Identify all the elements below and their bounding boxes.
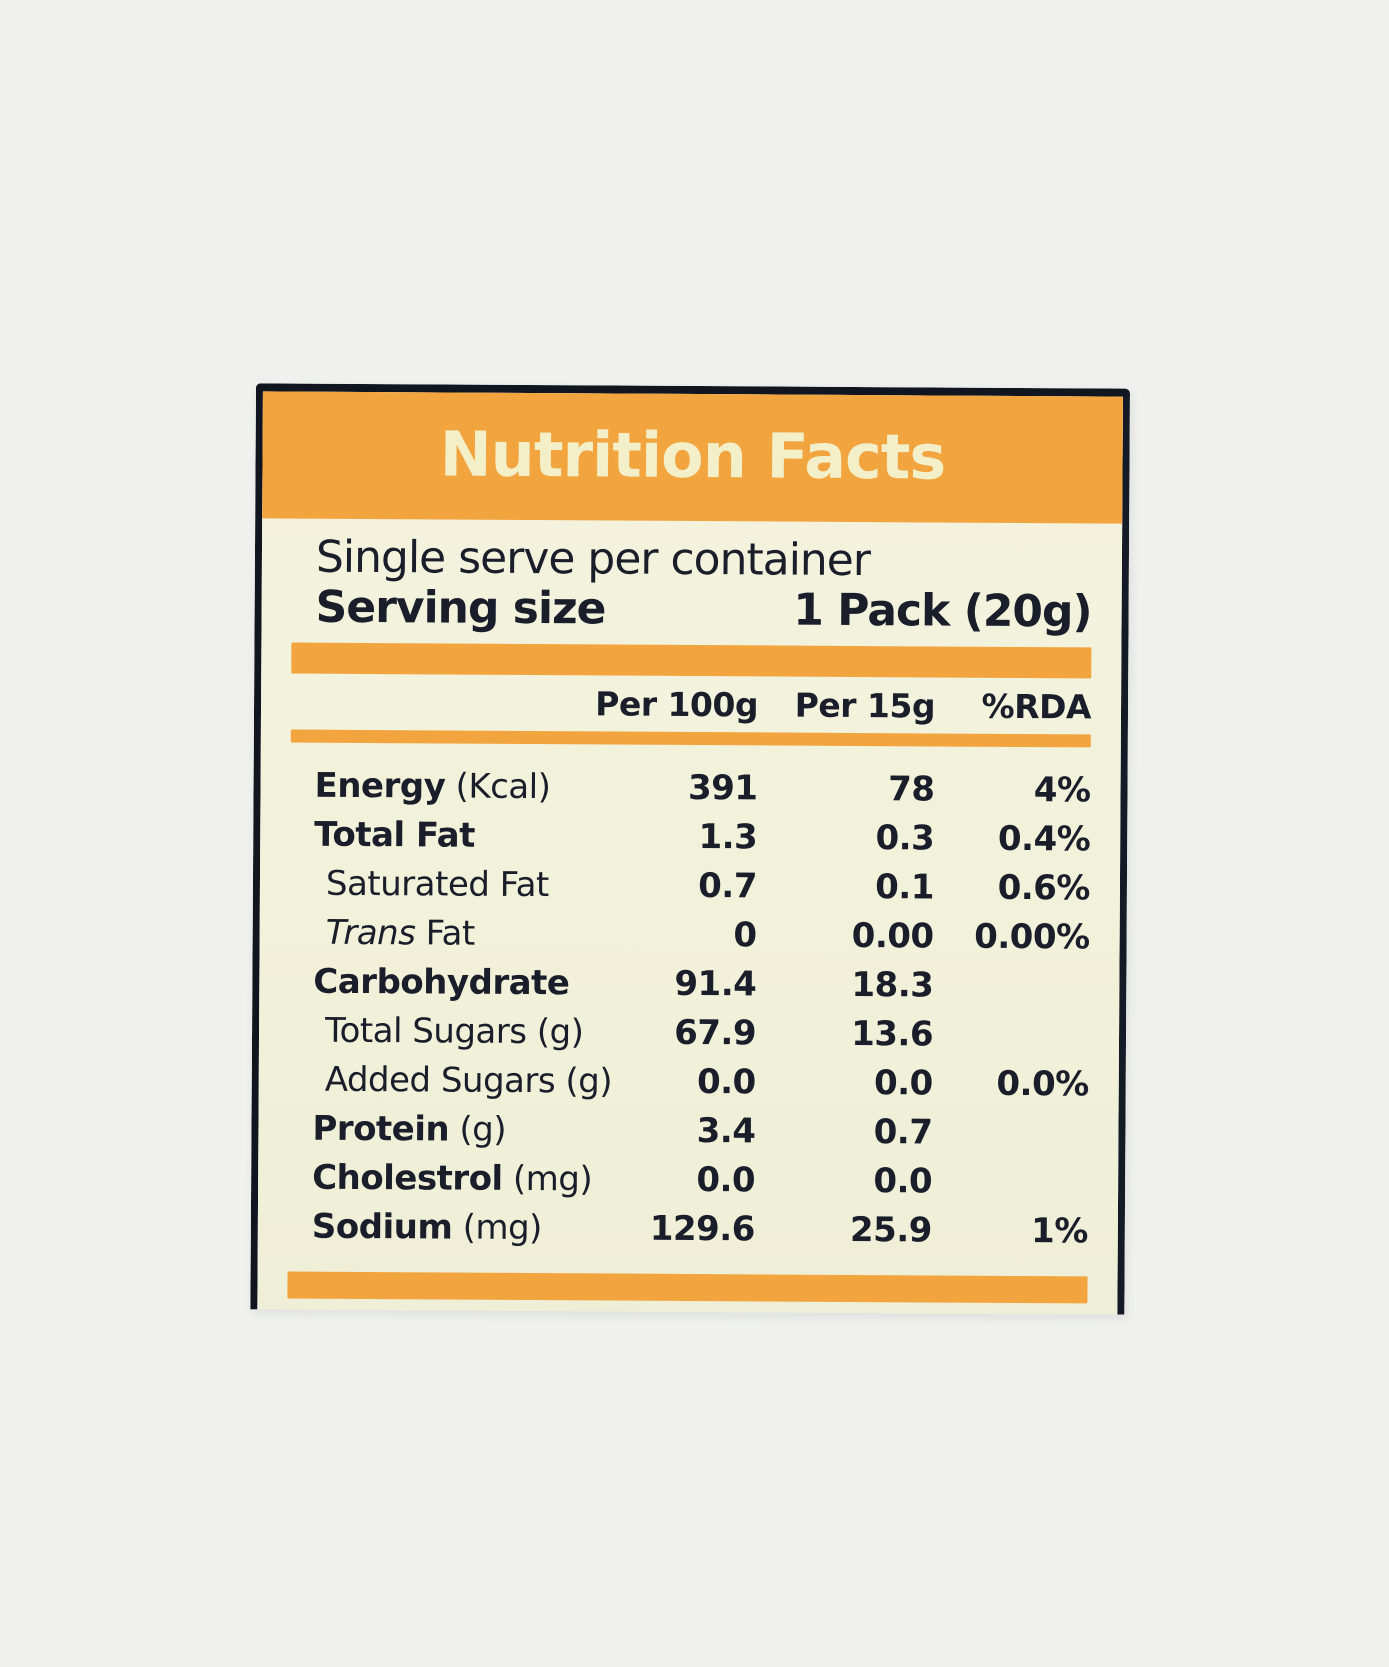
column-header-per-100g: Per 100g bbox=[595, 683, 759, 724]
value-rda: 0.6% bbox=[997, 867, 1091, 908]
serving-size-value: 1 Pack (20g) bbox=[793, 584, 1092, 638]
nutrient-name: Saturated Fat bbox=[325, 863, 549, 905]
divider-bar-thick bbox=[291, 642, 1092, 679]
value-per-100g: 391 bbox=[687, 767, 758, 808]
value-rda: 0.0% bbox=[996, 1063, 1089, 1104]
nutrient-name: Energy (Kcal) bbox=[314, 765, 551, 807]
nutrition-facts-title: Nutrition Facts bbox=[439, 417, 946, 494]
table-row: Protein (g) 3.4 0.7 bbox=[288, 1104, 1088, 1158]
nutrition-rows: Energy (Kcal) 391 78 4% Total Fat 1.3 0.… bbox=[288, 743, 1091, 1256]
value-rda bbox=[933, 1034, 1089, 1035]
nutrient-name: Sodium (mg) bbox=[311, 1206, 543, 1248]
column-header-row: Per 100g Per 15g %RDA bbox=[291, 674, 1091, 735]
nutrient-name: Cholestrol (mg) bbox=[312, 1157, 593, 1199]
value-per-100g: 67.9 bbox=[674, 1012, 757, 1053]
value-per-100g: 1.3 bbox=[698, 816, 758, 857]
nutrition-label-header-band: Nutrition Facts bbox=[262, 391, 1123, 524]
table-row: Sodium (mg) 129.6 25.9 1% bbox=[288, 1202, 1088, 1256]
divider-bar-bottom bbox=[287, 1271, 1088, 1304]
nutrient-name: Added Sugars (g) bbox=[324, 1059, 613, 1102]
value-per-100g: 129.6 bbox=[649, 1208, 755, 1249]
column-header-spacer bbox=[291, 702, 551, 704]
value-rda: 0.00% bbox=[974, 916, 1090, 957]
value-per-15g: 0.00 bbox=[851, 915, 934, 956]
value-per-15g: 18.3 bbox=[851, 964, 934, 1005]
value-rda bbox=[932, 1132, 1088, 1133]
nutrition-label: Nutrition Facts Single serve per contain… bbox=[250, 383, 1130, 1315]
nutrient-name: Carbohydrate bbox=[313, 961, 570, 1003]
table-row: Saturated Fat 0.7 0.1 0.6% bbox=[290, 859, 1090, 913]
value-per-100g: 3.4 bbox=[696, 1110, 756, 1151]
nutrient-name: Total Fat bbox=[314, 814, 476, 856]
value-rda bbox=[932, 1181, 1088, 1182]
value-per-15g: 0.1 bbox=[875, 866, 935, 907]
nutrient-name: Trans Fat bbox=[325, 912, 475, 954]
table-row: Total Fat 1.3 0.3 0.4% bbox=[290, 810, 1090, 864]
value-per-100g: 0.0 bbox=[696, 1159, 756, 1200]
value-per-15g: 0.0 bbox=[873, 1062, 933, 1103]
table-row: Added Sugars (g) 0.0 0.0 0.0% bbox=[289, 1055, 1089, 1109]
value-per-15g: 78 bbox=[888, 768, 935, 809]
value-rda: 0.4% bbox=[997, 818, 1091, 859]
table-row: Cholestrol (mg) 0.0 0.0 bbox=[288, 1153, 1088, 1207]
value-rda: 4% bbox=[1033, 769, 1091, 810]
value-rda: 1% bbox=[1030, 1210, 1088, 1251]
table-row: Trans Fat 0 0.00 0.00% bbox=[290, 908, 1090, 962]
table-row: Energy (Kcal) 391 78 4% bbox=[290, 761, 1090, 815]
value-per-100g: 91.4 bbox=[674, 963, 757, 1004]
value-per-100g: 0.7 bbox=[698, 865, 758, 906]
column-header-per-15g: Per 15g bbox=[794, 685, 936, 725]
table-row: Total Sugars (g) 67.9 13.6 bbox=[289, 1006, 1089, 1060]
value-per-15g: 0.7 bbox=[873, 1111, 933, 1152]
table-row: Carbohydrate 91.4 18.3 bbox=[289, 957, 1089, 1011]
value-per-100g: 0 bbox=[733, 914, 757, 955]
value-per-15g: 0.0 bbox=[873, 1160, 933, 1201]
serving-size-row: Serving size 1 Pack (20g) bbox=[291, 581, 1092, 638]
servings-per-container-text: Single serve per container bbox=[315, 531, 871, 587]
value-rda bbox=[933, 985, 1089, 986]
value-per-15g: 0.3 bbox=[875, 817, 935, 858]
nutrient-name: Total Sugars (g) bbox=[324, 1010, 584, 1052]
value-per-15g: 25.9 bbox=[849, 1209, 932, 1250]
nutrition-label-content: Single serve per container Serving size … bbox=[257, 531, 1122, 1304]
value-per-15g: 13.6 bbox=[851, 1013, 934, 1054]
value-per-100g: 0.0 bbox=[696, 1061, 756, 1102]
column-header-rda: %RDA bbox=[981, 686, 1092, 726]
nutrient-name: Protein (g) bbox=[312, 1108, 507, 1150]
serving-size-label: Serving size bbox=[315, 581, 606, 635]
